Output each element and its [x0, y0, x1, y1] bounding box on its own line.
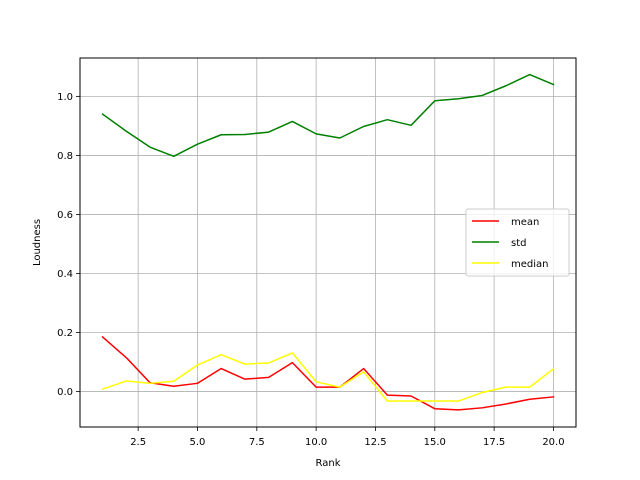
x-tick-label: 12.5 [364, 437, 386, 448]
x-tick-label: 5.0 [190, 437, 206, 448]
x-tick-label: 15.0 [424, 437, 446, 448]
y-tick-label: 1.0 [57, 92, 73, 103]
y-tick-label: 0.8 [57, 151, 73, 162]
series-line-median [101, 352, 555, 402]
y-tick-label: 0.2 [57, 328, 73, 339]
x-tick-label: 17.5 [483, 437, 505, 448]
plot-frame [79, 57, 577, 428]
legend-label-median: median [511, 259, 549, 270]
legend-label-std: std [511, 238, 526, 249]
x-tick-label: 20.0 [542, 437, 564, 448]
legend: mean std median [465, 208, 570, 277]
x-tick-label: 10.0 [305, 437, 327, 448]
series-layer [101, 73, 555, 411]
y-tick-label: 0.0 [57, 387, 73, 398]
y-tick-label: 0.6 [57, 210, 73, 221]
axis-ticks: 2.5 5.0 7.5 10.0 12.5 15.0 17.5 20.0 0.0 0.2 0.4 0.… [57, 92, 564, 448]
legend-label-mean: mean [511, 217, 539, 228]
legend-box [465, 208, 570, 277]
x-axis-title: Rank [316, 458, 341, 469]
x-tick-label: 7.5 [249, 437, 265, 448]
y-tick-label: 0.4 [57, 269, 73, 280]
series-line-mean [101, 335, 555, 411]
series-line-std [101, 73, 555, 158]
x-tick-label: 2.5 [130, 437, 146, 448]
y-axis-title: Loudness [32, 219, 43, 266]
